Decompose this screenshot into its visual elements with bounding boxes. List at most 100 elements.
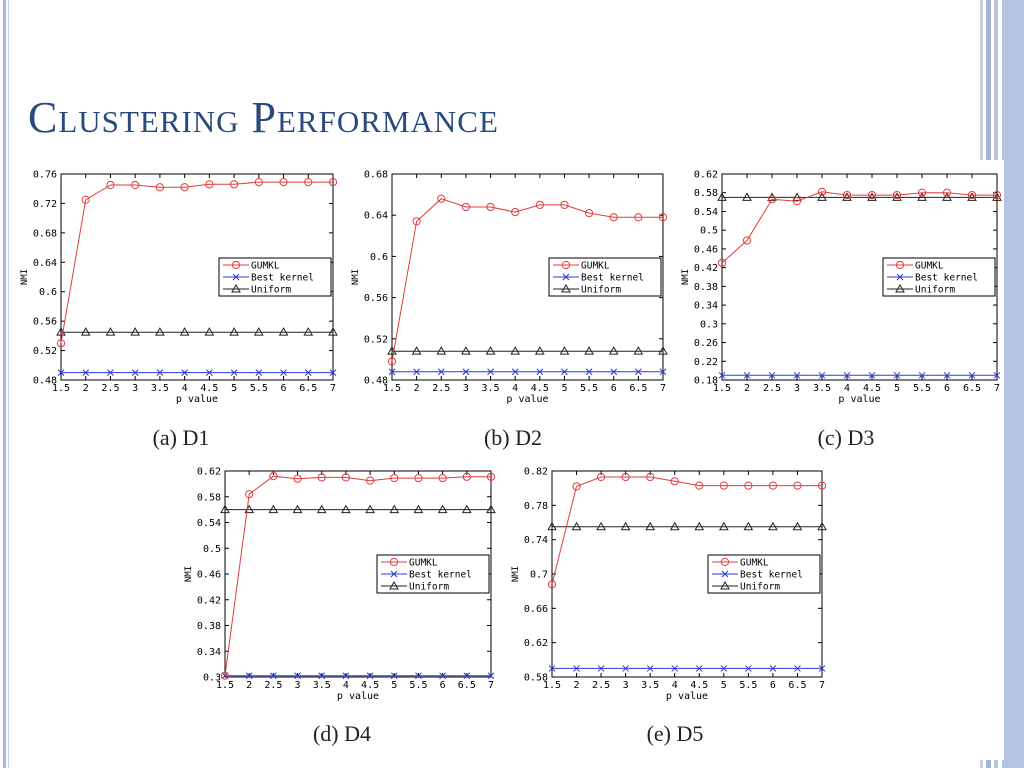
gumkl-point bbox=[695, 481, 704, 490]
y-axis-label: NMI bbox=[351, 269, 361, 285]
gumkl-point bbox=[717, 258, 727, 268]
best-kernel-point bbox=[893, 371, 901, 379]
x-tick-label: 1.5 bbox=[52, 383, 70, 394]
gumkl-point bbox=[229, 180, 239, 189]
legend-label: GUMKL bbox=[581, 261, 610, 272]
x-tick-label: 7 bbox=[819, 680, 825, 691]
y-axis-label: NMI bbox=[511, 566, 521, 582]
best-kernel-point bbox=[57, 369, 65, 376]
y-tick-label: 0.62 bbox=[694, 170, 718, 181]
y-tick-label: 0.48 bbox=[364, 376, 388, 387]
x-tick-label: 5.5 bbox=[739, 680, 757, 691]
x-tick-label: 2.5 bbox=[432, 383, 450, 394]
x-tick-label: 7 bbox=[330, 383, 336, 394]
best-kernel-series bbox=[388, 368, 667, 376]
gumkl-point bbox=[768, 481, 778, 490]
legend-label: Uniform bbox=[915, 285, 955, 296]
uniform-point bbox=[155, 327, 165, 336]
uniform-point bbox=[437, 504, 448, 514]
y-tick-label: 0.82 bbox=[524, 467, 548, 478]
best-kernel-point bbox=[181, 369, 188, 376]
x-tick-label: 6 bbox=[440, 680, 446, 691]
uniform-point bbox=[742, 192, 752, 201]
y-tick-label: 0.76 bbox=[33, 170, 57, 181]
uniform-point bbox=[547, 521, 557, 531]
gumkl-point bbox=[792, 197, 802, 206]
gumkl-point bbox=[106, 180, 115, 190]
uniform-point bbox=[486, 504, 496, 514]
y-tick-label: 0.62 bbox=[197, 467, 221, 478]
chart-caption: (e) D5 bbox=[646, 721, 704, 746]
gumkl-series bbox=[56, 177, 338, 348]
legend-label: Uniform bbox=[251, 285, 291, 296]
best-kernel-point bbox=[843, 371, 851, 379]
x-axis-label: p value bbox=[337, 691, 379, 702]
gumkl-point bbox=[56, 339, 66, 348]
best-kernel-point bbox=[439, 672, 446, 680]
uniform-point bbox=[633, 346, 644, 355]
x-axis-label: p value bbox=[176, 394, 218, 405]
legend-label: GUMKL bbox=[915, 261, 944, 272]
x-tick-label: 2.5 bbox=[592, 680, 610, 691]
best-kernel-point bbox=[896, 273, 904, 281]
best-kernel-point bbox=[342, 672, 350, 680]
best-kernel-series bbox=[718, 371, 1001, 379]
uniform-point bbox=[461, 504, 472, 514]
x-tick-label: 6.5 bbox=[963, 383, 981, 394]
legend-label: Best kernel bbox=[581, 273, 644, 284]
gumkl-point bbox=[793, 481, 802, 490]
best-kernel-point bbox=[561, 368, 568, 376]
gumkl-point bbox=[535, 200, 544, 210]
best-kernel-point bbox=[131, 369, 139, 376]
best-kernel-point bbox=[107, 369, 114, 376]
uniform-point bbox=[817, 521, 827, 531]
y-tick-label: 0.34 bbox=[197, 647, 221, 658]
uniform-series bbox=[717, 192, 1002, 201]
gumkl-point bbox=[328, 177, 338, 187]
y-axis-label: NMI bbox=[184, 566, 194, 582]
gumkl-series bbox=[387, 194, 668, 366]
y-tick-label: 0.56 bbox=[33, 317, 57, 328]
y-tick-label: 0.58 bbox=[694, 188, 718, 199]
gumkl-point bbox=[81, 195, 90, 204]
x-tick-label: 4.5 bbox=[690, 680, 708, 691]
uniform-point bbox=[867, 192, 877, 201]
best-kernel-point bbox=[562, 273, 570, 281]
chart-caption: (a) D1 bbox=[152, 425, 210, 450]
uniform-point bbox=[389, 580, 399, 590]
chart-d4: 0.3 0.34 0.38 0.42 0.46 0.5 0.54 0.58 0.62 1.5 2 2.… bbox=[172, 462, 500, 712]
y-tick-label: 0.74 bbox=[524, 535, 548, 546]
gumkl-point bbox=[742, 236, 752, 245]
x-tick-label: 5 bbox=[561, 383, 567, 394]
y-axis-label: NMI bbox=[20, 269, 30, 285]
x-tick-label: 1.5 bbox=[713, 383, 731, 394]
best-kernel-point bbox=[968, 371, 976, 379]
x-axis-label: p value bbox=[666, 691, 708, 702]
best-kernel-point bbox=[646, 665, 654, 672]
x-tick-label: 7 bbox=[488, 680, 494, 691]
uniform-series bbox=[387, 346, 668, 355]
uniform-point bbox=[105, 327, 116, 336]
legend-label: Best kernel bbox=[251, 273, 314, 284]
best-kernel-point bbox=[156, 369, 164, 376]
best-kernel-point bbox=[415, 672, 422, 680]
gumkl-point bbox=[547, 580, 557, 589]
x-tick-label: 6 bbox=[944, 383, 950, 394]
gumkl-point bbox=[511, 208, 520, 217]
y-tick-label: 0.26 bbox=[694, 338, 718, 349]
x-tick-label: 5 bbox=[721, 680, 727, 691]
x-tick-label: 5.5 bbox=[580, 383, 598, 394]
y-tick-label: 0.5 bbox=[700, 226, 718, 237]
chart-svg: 0.48 0.52 0.56 0.6 0.64 0.68 0.72 0.76 1.5 2 2.5 3 3… bbox=[20, 170, 338, 405]
uniform-point bbox=[461, 346, 471, 355]
best-kernel-point bbox=[413, 368, 420, 376]
uniform-series bbox=[220, 504, 496, 514]
y-tick-label: 0.66 bbox=[524, 604, 548, 615]
gumkl-point bbox=[341, 473, 351, 482]
legend-label: Uniform bbox=[409, 582, 449, 593]
chart-caption: (b) D2 bbox=[483, 425, 543, 450]
uniform-point bbox=[303, 327, 314, 336]
chart-svg: 0.18 0.22 0.26 0.3 0.34 0.38 0.42 0.46 0.5 0.54 0.… bbox=[681, 170, 1002, 405]
best-kernel-point bbox=[221, 672, 229, 680]
